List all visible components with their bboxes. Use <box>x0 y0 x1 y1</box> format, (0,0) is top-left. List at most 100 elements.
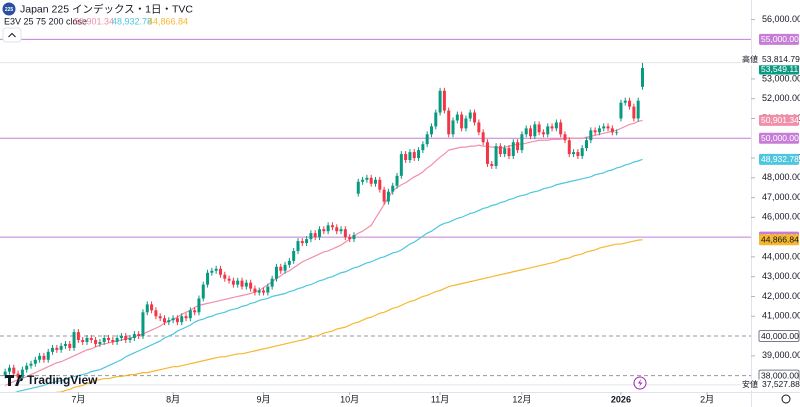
candle-body <box>507 148 511 157</box>
candle-body <box>395 175 399 186</box>
candle-body <box>107 338 111 340</box>
candle-body <box>365 177 369 180</box>
candle-body <box>145 304 149 313</box>
low-badge <box>741 379 799 391</box>
candle-body <box>425 134 429 145</box>
candle-body <box>352 235 356 240</box>
settings-icon[interactable] <box>781 394 791 404</box>
candle-body <box>51 347 55 352</box>
candle-body <box>141 312 145 337</box>
candle-body <box>447 110 451 135</box>
candle-body <box>46 351 50 360</box>
line-badge-text: 50,000.00 <box>761 133 799 143</box>
candle-body <box>485 142 489 164</box>
candle-body <box>253 288 257 293</box>
candle-body <box>451 120 455 135</box>
candle-body <box>580 148 584 157</box>
candle-body <box>150 304 154 311</box>
candle-body <box>615 132 619 134</box>
collapse-button[interactable] <box>2 27 22 43</box>
candle-body <box>554 122 558 129</box>
candle-body <box>541 132 545 135</box>
candle-body <box>162 318 166 323</box>
y-tick-label: 47,000.00 <box>762 192 800 202</box>
candle-body <box>576 152 580 157</box>
low-value: 37,527.88 <box>762 379 800 389</box>
candle-body <box>550 126 554 129</box>
event-bolt <box>638 379 643 387</box>
candle-body <box>559 122 563 135</box>
candle-body <box>20 369 24 378</box>
low-label: 安値 <box>742 379 758 389</box>
symbol-icon <box>2 2 16 16</box>
candle-body <box>137 334 141 337</box>
candle-body <box>98 341 102 344</box>
candle-body <box>369 177 373 184</box>
candle-body <box>16 373 20 378</box>
candle-body <box>636 100 640 119</box>
candle-body <box>227 278 231 281</box>
line-badge-text: 40,000.00 <box>761 331 799 341</box>
indicator-name[interactable]: E3V 25 75 200 close <box>4 16 87 26</box>
candle-body <box>279 266 283 271</box>
candle-body <box>546 126 550 135</box>
candle-body <box>455 114 459 121</box>
candle-body <box>292 250 296 261</box>
candle-body <box>442 90 446 111</box>
candle-body <box>197 298 201 313</box>
candle-body <box>386 191 390 202</box>
candle-body <box>111 339 115 342</box>
candle-body <box>524 128 528 135</box>
candle-body <box>300 241 304 244</box>
candle-body <box>511 142 515 157</box>
ma-badge <box>759 153 799 165</box>
candle-body <box>408 152 412 161</box>
line-badge <box>759 132 799 144</box>
candle-body <box>29 363 33 366</box>
candle-body <box>623 100 627 103</box>
candle-body <box>12 367 16 374</box>
x-tick-label: 7月 <box>71 394 85 404</box>
candle-body <box>481 132 485 143</box>
y-tick-label: 41,000.00 <box>762 311 800 321</box>
candle-body <box>361 179 365 182</box>
candle-body <box>240 280 244 287</box>
candle-body <box>429 126 433 135</box>
line-badge-text: 55,000.00 <box>761 34 799 44</box>
candle-body <box>55 347 59 350</box>
candle-body <box>391 185 395 192</box>
candle-body <box>231 280 235 285</box>
candle-body <box>124 336 128 340</box>
candle-body <box>218 268 222 275</box>
candle-body <box>520 134 524 151</box>
ma-badge <box>759 234 799 246</box>
candle-body <box>283 264 287 271</box>
candle-body <box>305 239 309 244</box>
candle-body <box>7 367 11 372</box>
indicator-value: 48,932.78 <box>112 16 152 26</box>
ma-badge <box>759 114 799 126</box>
symbol-title[interactable]: Japan 225 インデックス・1日・TVC <box>20 2 193 15</box>
candle-body <box>378 179 382 190</box>
ma-line <box>15 158 643 392</box>
logo-text[interactable]: TradingView <box>27 373 98 387</box>
candle-body <box>188 310 192 319</box>
candle-body <box>632 106 636 119</box>
candle-body <box>490 163 494 166</box>
candle-body <box>382 189 386 202</box>
candle-body <box>460 114 464 129</box>
y-tick-label: 43,000.00 <box>762 271 800 281</box>
high-label: 高値 <box>742 54 758 64</box>
candle-body <box>249 282 253 289</box>
candle-body <box>606 126 610 129</box>
candle-body <box>68 343 72 348</box>
candle-body <box>417 150 421 159</box>
candle-body <box>313 233 317 238</box>
candle-body <box>322 229 326 232</box>
candle-body <box>610 128 614 133</box>
candle-body <box>399 154 403 176</box>
candle-body <box>318 229 322 238</box>
candle-body <box>59 345 63 350</box>
